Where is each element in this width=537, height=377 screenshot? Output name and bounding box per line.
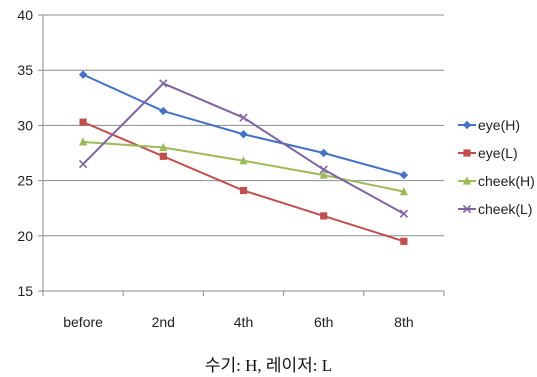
- y-tick-label: 15: [17, 283, 33, 299]
- axes: [38, 14, 445, 296]
- legend-marker: [462, 176, 472, 185]
- legend-item: eye(H): [458, 117, 520, 133]
- x-tick-label: 6th: [314, 314, 333, 330]
- data-point: [319, 148, 328, 158]
- legend-item: cheek(L): [458, 201, 532, 217]
- data-point: [78, 159, 88, 169]
- data-point: [159, 152, 167, 160]
- y-tick-label: 40: [17, 7, 33, 23]
- gridlines: [43, 14, 444, 292]
- caption: 수기: H, 레이저: L: [204, 356, 333, 375]
- y-tick-label: 20: [17, 228, 33, 244]
- data-point: [399, 187, 408, 196]
- data-point: [400, 237, 408, 245]
- data-point: [320, 212, 328, 220]
- data-point: [78, 70, 88, 79]
- data-point: [239, 156, 248, 165]
- legend-label: cheek(H): [478, 173, 535, 189]
- x-tick-labels: before 2nd 4th 6th 8th: [63, 314, 413, 330]
- legend-item: cheek(H): [458, 173, 535, 189]
- legend-label: eye(L): [478, 145, 518, 161]
- legend-label: eye(H): [478, 117, 520, 133]
- series-2: [79, 137, 408, 196]
- data-point: [79, 137, 88, 146]
- series-group: [78, 70, 409, 245]
- data-point: [319, 165, 328, 174]
- legend-marker: [462, 120, 472, 130]
- series-3: [78, 79, 409, 218]
- x-tick-label: 4th: [234, 314, 253, 330]
- y-tick-label: 25: [17, 173, 33, 189]
- data-point: [79, 118, 87, 126]
- legend-item: eye(L): [458, 145, 518, 161]
- data-point: [399, 170, 409, 180]
- series-0: [78, 70, 409, 180]
- x-tick-label: before: [63, 314, 103, 330]
- y-tick-labels: 15 20 25 30 35 40: [17, 7, 33, 299]
- data-point: [319, 170, 328, 179]
- series-line: [83, 140, 405, 193]
- y-tick-label: 30: [17, 117, 33, 133]
- legend: eye(H) eye(L) cheek(H) cheek(L): [458, 117, 535, 217]
- data-point: [399, 209, 409, 218]
- legend-label: cheek(L): [478, 201, 532, 217]
- data-point: [239, 130, 248, 139]
- x-tick-label: 8th: [394, 314, 413, 330]
- data-point: [239, 113, 248, 122]
- x-tick-label: 2nd: [152, 314, 175, 330]
- data-point: [159, 79, 168, 88]
- data-point: [159, 106, 168, 116]
- legend-marker: [463, 149, 471, 157]
- data-point: [239, 186, 248, 195]
- data-point: [159, 142, 168, 152]
- y-tick-label: 35: [17, 62, 33, 78]
- series-line: [82, 82, 405, 215]
- legend-marker: [462, 204, 472, 214]
